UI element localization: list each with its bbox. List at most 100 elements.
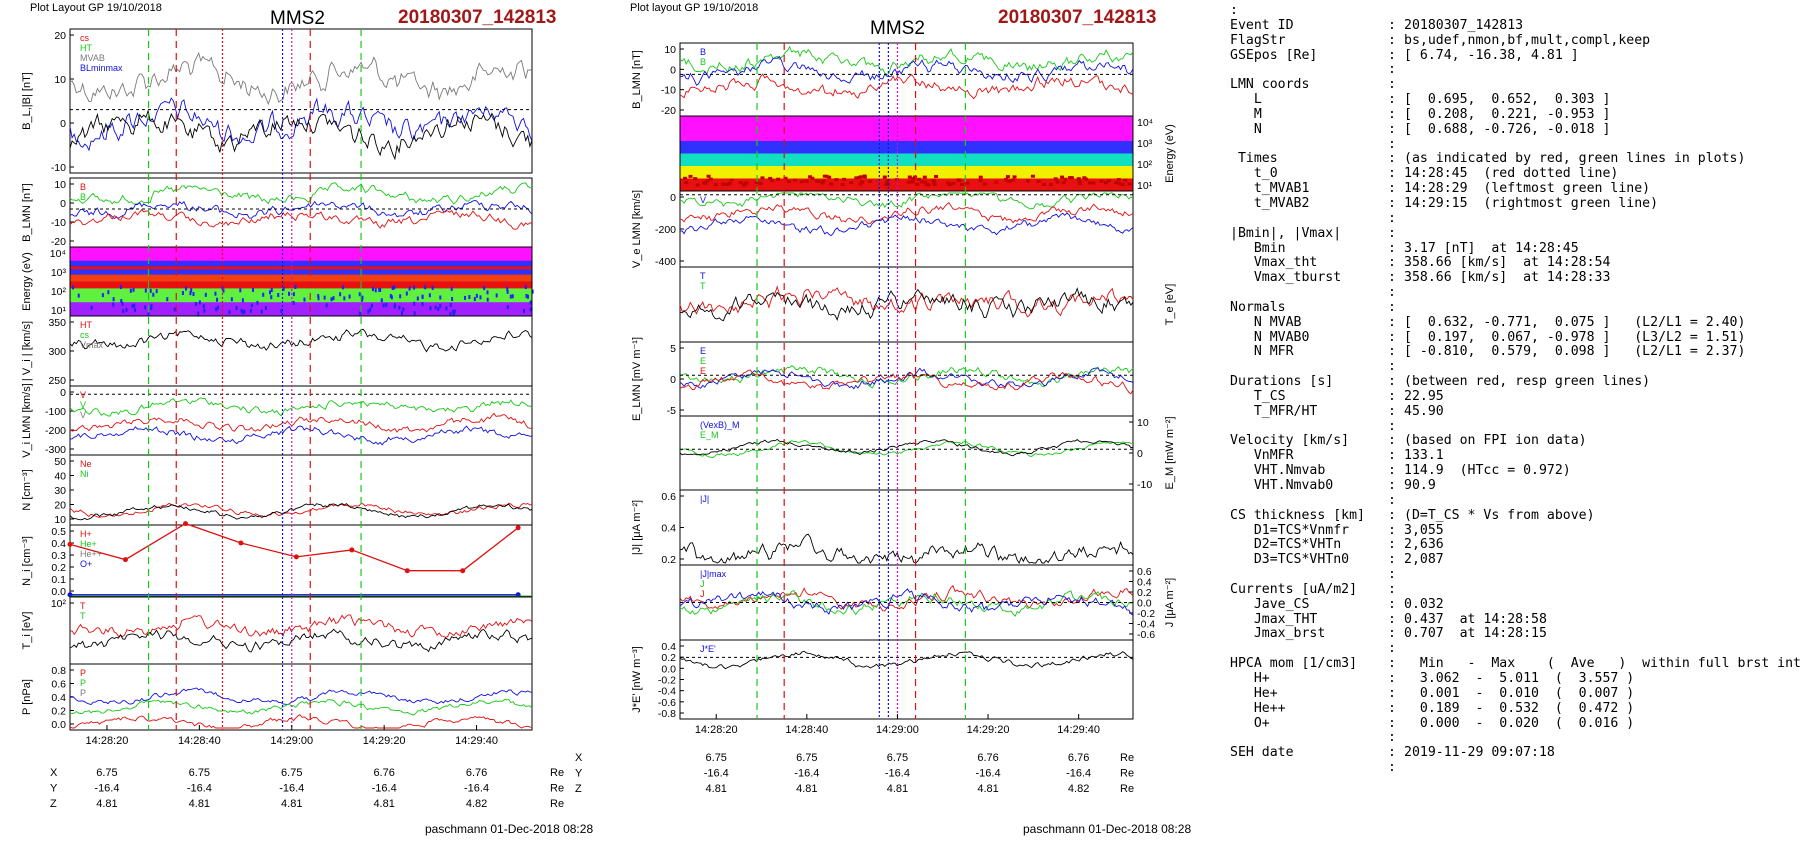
summary-key: M	[1230, 107, 1262, 122]
legend-entry: H+	[80, 529, 92, 539]
ytick-label: -200	[655, 224, 676, 236]
panel-frame	[69, 454, 533, 526]
series-line	[679, 588, 1134, 616]
spectrogram-cell	[486, 290, 489, 295]
series-point	[293, 554, 299, 560]
position-value: -16.4	[464, 783, 489, 795]
summary-colon: :	[1388, 136, 1396, 152]
ytick-label: -5	[667, 405, 676, 417]
spectrogram-cell	[228, 309, 231, 314]
ytick-label: 10³	[51, 267, 67, 279]
spectrogram-cell	[529, 307, 532, 312]
spectrogram-cell	[506, 287, 509, 292]
spectrogram-cell	[332, 296, 335, 301]
spectrogram-cell	[705, 179, 710, 183]
summary-row: :	[1230, 419, 1801, 435]
spectrogram-cell	[280, 308, 283, 313]
summary-key: D3=TCS*VHTn0	[1230, 553, 1350, 568]
position-value: -16.4	[94, 783, 119, 795]
spectrogram-cell	[994, 180, 999, 184]
legend-entry: E	[700, 356, 706, 366]
summary-key: Times	[1230, 152, 1278, 167]
spectrogram-cell	[292, 301, 295, 306]
legend-entry: (VexB)_M	[700, 420, 740, 430]
ytick-label: 0.0	[1137, 598, 1152, 610]
legend-entry: Ne	[80, 459, 92, 469]
spectrogram-cell	[323, 295, 326, 300]
ytick-label: 0.2	[661, 652, 676, 664]
summary-value: 20180307_142813	[1404, 17, 1524, 33]
summary-colon: :	[1388, 210, 1396, 226]
spectrogram-cell	[348, 294, 351, 299]
summary-key: :	[1230, 4, 1238, 18]
ytick-label: -0.4	[1137, 619, 1155, 631]
summary-row: Bmin:3.17 [nT] at 14:28:45	[1230, 241, 1801, 257]
spectrogram-cell	[1041, 182, 1046, 186]
summary-colon: :	[1388, 492, 1396, 508]
left-spacecraft-title: MMS2	[270, 8, 325, 29]
spectrogram-cell	[1011, 178, 1016, 182]
summary-colon: :	[1388, 270, 1396, 286]
summary-key: D2=TCS*VHTn	[1230, 538, 1342, 553]
ytick-label: -100	[45, 406, 66, 418]
spectrogram-cell	[166, 297, 169, 302]
summary-colon: :	[1388, 17, 1396, 33]
legend-entry: O+	[80, 559, 92, 569]
spectrogram-cell	[277, 292, 280, 297]
panel-frame	[69, 28, 533, 174]
panel-ylabel: N [cm⁻³]	[21, 469, 33, 510]
ytick-label: 0.6	[661, 491, 676, 503]
summary-value: 14:28:45 (red dotted line)	[1404, 166, 1619, 182]
position-unit: Re	[1120, 752, 1134, 764]
ytick-label: 350	[48, 317, 66, 329]
summary-colon: :	[1388, 181, 1396, 197]
legend-entry: B	[700, 57, 706, 67]
legend-entry: HT	[80, 320, 92, 330]
spectrogram-cell	[721, 182, 726, 186]
spectrogram-cell	[421, 294, 424, 299]
spectrogram-cell	[770, 179, 775, 183]
spectrogram-cell	[479, 295, 482, 300]
spectrogram-cell	[317, 294, 320, 299]
position-value: -16.4	[279, 783, 304, 795]
spectrogram-band	[70, 267, 532, 276]
summary-colon: :	[1388, 596, 1396, 612]
legend-entry: MVAB	[80, 53, 105, 63]
spectrogram-cell	[389, 294, 392, 299]
spectrogram-cell	[264, 306, 267, 311]
spectrogram-cell	[421, 302, 424, 307]
spectrogram-cell	[424, 285, 427, 290]
series-point	[67, 541, 73, 547]
ytick-label: 0.4	[1137, 577, 1152, 589]
summary-colon: :	[1388, 92, 1396, 108]
summary-colon: :	[1388, 32, 1396, 48]
spectrogram-cell	[134, 308, 137, 313]
summary-row: D1=TCS*Vnmfr:3,055	[1230, 523, 1801, 539]
position-value: 6.76	[466, 767, 487, 779]
spectrogram-cell	[121, 301, 124, 306]
legend-entry: |J|max	[700, 569, 727, 579]
summary-colon: :	[1388, 641, 1396, 657]
summary-colon: :	[1388, 552, 1396, 568]
spectrogram-cell	[894, 178, 899, 182]
spectrogram-cell	[149, 288, 152, 293]
summary-key: Vmax_tht	[1230, 256, 1318, 271]
summary-key	[1230, 494, 1388, 509]
spectrogram-cell	[768, 176, 773, 180]
spectrogram-cell	[120, 298, 123, 303]
spectrogram-cell	[729, 178, 734, 182]
summary-row: He+: 0.001 - 0.010 ( 0.007 )	[1230, 686, 1801, 702]
spectrogram-cell	[860, 180, 865, 184]
legend-entry: J	[700, 589, 705, 599]
legend-entry: E	[700, 366, 706, 376]
legend-entry: T	[80, 611, 86, 621]
panel-ylabel: T_i [eV]	[21, 612, 33, 650]
ytick-label: 0.4	[661, 641, 676, 653]
spectrogram-cell	[946, 181, 951, 185]
spectrogram-cell	[408, 286, 411, 291]
summary-value: 14:29:15 (rightmost green line)	[1404, 195, 1659, 211]
spectrogram-cell	[125, 307, 128, 312]
summary-row: T_MFR/HT:45.90	[1230, 404, 1801, 420]
panel-ylabel: T_e [eV]	[1164, 284, 1176, 326]
spectrogram-cell	[222, 288, 225, 293]
